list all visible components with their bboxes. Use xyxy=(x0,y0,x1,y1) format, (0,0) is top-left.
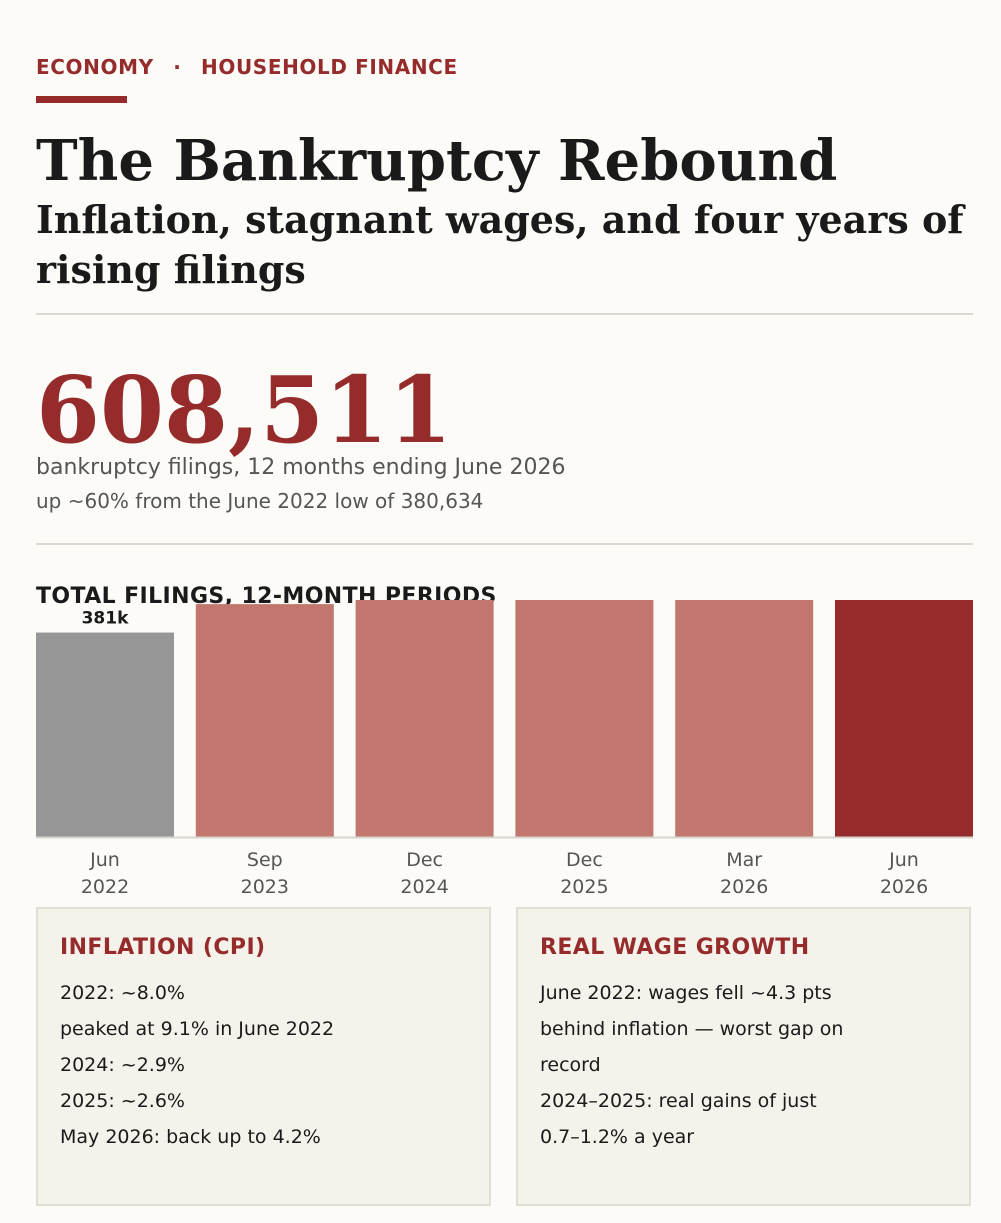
card-line: behind inflation — worst gap on xyxy=(540,1018,844,1040)
x-tick-label-month: Dec xyxy=(566,849,603,871)
chart-bar xyxy=(36,632,174,837)
divider xyxy=(36,313,973,315)
x-tick-label-month: Mar xyxy=(726,849,762,871)
x-tick-label-month: Dec xyxy=(406,849,443,871)
card-line: May 2026: back up to 4.2% xyxy=(60,1126,321,1148)
card-line: peaked at 9.1% in June 2022 xyxy=(60,1018,335,1040)
headline-stat-detail: up ~60% from the June 2022 low of 380,63… xyxy=(36,489,484,513)
inflation-card-lines: 2022: ~8.0% peaked at 9.1% in June 2022 … xyxy=(60,975,467,1155)
x-tick-label-year: 2025 xyxy=(560,876,608,898)
section-kicker: ECONOMY · HOUSEHOLD FINANCE xyxy=(36,55,458,79)
x-tick-label-month: Sep xyxy=(247,849,283,871)
subsection-label: HOUSEHOLD FINANCE xyxy=(201,55,458,79)
card-line: 2024–2025: real gains of just xyxy=(540,1090,817,1112)
x-tick-label-year: 2026 xyxy=(880,876,928,898)
card-line: 2022: ~8.0% xyxy=(60,982,185,1004)
chart-bar xyxy=(675,600,814,837)
real-wage-card: REAL WAGE GROWTH June 2022: wages fell ~… xyxy=(516,907,971,1206)
real-wage-card-title: REAL WAGE GROWTH xyxy=(540,935,810,960)
section-label: ECONOMY xyxy=(36,55,154,79)
chart-bar xyxy=(835,600,973,837)
x-tick-label-month: Jun xyxy=(89,849,120,871)
card-line: 2024: ~2.9% xyxy=(60,1054,185,1076)
chart-bar xyxy=(515,600,654,837)
headline-stat-caption: bankruptcy filings, 12 months ending Jun… xyxy=(36,455,566,480)
card-line: June 2022: wages fell ~4.3 pts xyxy=(540,982,832,1004)
x-tick-label-year: 2024 xyxy=(400,876,448,898)
bar-chart: 381kJun2022434kSep2023517kDec2024574kDec… xyxy=(36,600,973,898)
card-line: 2025: ~2.6% xyxy=(60,1090,185,1112)
x-tick-label-month: Jun xyxy=(888,849,919,871)
chart-bar xyxy=(355,600,494,837)
bar-value-label: 381k xyxy=(82,609,129,629)
page-subtitle: Inflation, stagnant wages, and four year… xyxy=(36,197,964,292)
chart-bar xyxy=(195,604,334,837)
real-wage-card-lines: June 2022: wages fell ~4.3 pts behind in… xyxy=(540,975,947,1155)
card-line: record xyxy=(540,1054,601,1076)
headline-stat-value: 608,511 xyxy=(36,356,453,464)
x-tick-label-year: 2023 xyxy=(241,876,289,898)
kicker-rule xyxy=(36,96,127,103)
page-title: The Bankruptcy Rebound xyxy=(36,128,838,194)
card-line: 0.7–1.2% a year xyxy=(540,1126,695,1148)
divider xyxy=(36,543,973,545)
x-tick-label-year: 2022 xyxy=(81,876,129,898)
inflation-card: INFLATION (CPI) 2022: ~8.0% peaked at 9.… xyxy=(36,907,491,1206)
inflation-card-title: INFLATION (CPI) xyxy=(60,935,266,960)
kicker-separator: · xyxy=(173,55,182,79)
x-tick-label-year: 2026 xyxy=(720,876,768,898)
